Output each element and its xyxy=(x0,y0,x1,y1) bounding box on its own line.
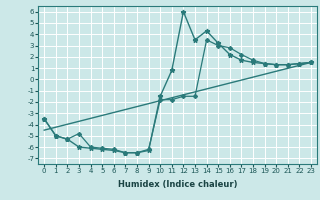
X-axis label: Humidex (Indice chaleur): Humidex (Indice chaleur) xyxy=(118,180,237,189)
